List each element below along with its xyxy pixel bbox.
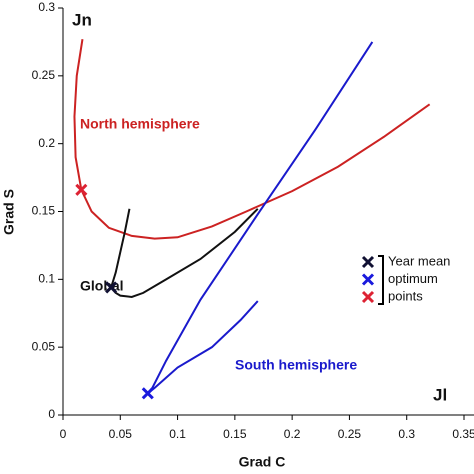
x-tick-label: 0.2 (284, 427, 301, 441)
legend-label: optimum (388, 271, 438, 286)
series-label: South hemisphere (235, 357, 357, 373)
y-tick-label: 0.1 (38, 272, 55, 286)
y-tick-label: 0.05 (32, 339, 56, 353)
cross-stroke (141, 387, 154, 400)
y-axis-label: Grad S (1, 189, 17, 235)
legend-label: Year mean (388, 253, 450, 268)
line (73, 39, 431, 240)
y-tick-label: 0.2 (38, 136, 55, 150)
y-tick-label: 0.25 (32, 68, 56, 82)
cross-stroke (105, 281, 118, 294)
cross-stroke (75, 183, 88, 196)
y-tick-label: 0.3 (38, 0, 55, 14)
line (110, 208, 259, 298)
x-tick-label: 0 (60, 427, 67, 441)
optimum-point (105, 281, 118, 294)
cross-stroke (361, 255, 375, 269)
line (147, 41, 374, 395)
x-axis-label: Grad C (239, 454, 286, 470)
legend-bracket (378, 255, 384, 305)
x-tick-label: 0.25 (338, 427, 362, 441)
x-tick-label: 0.3 (398, 427, 415, 441)
annotation: Jl (433, 385, 447, 404)
legend-label: points (388, 288, 423, 303)
y-tick-label: 0 (48, 407, 55, 421)
cross-stroke (361, 273, 375, 286)
x-tick-label: 0.1 (169, 427, 186, 441)
optimum-point (75, 183, 88, 196)
legend-marker (361, 273, 375, 286)
y-tick-label: 0.15 (32, 204, 56, 218)
legend-marker (361, 255, 375, 269)
cross-stroke (361, 290, 375, 304)
x-tick-label: 0.15 (223, 427, 247, 441)
series-label: North hemisphere (80, 116, 200, 132)
x-tick-label: 0.35 (452, 427, 474, 441)
annotation: Jn (72, 10, 92, 29)
optimum-point (141, 387, 154, 400)
x-tick-label: 0.05 (109, 427, 133, 441)
legend-marker (361, 290, 375, 304)
